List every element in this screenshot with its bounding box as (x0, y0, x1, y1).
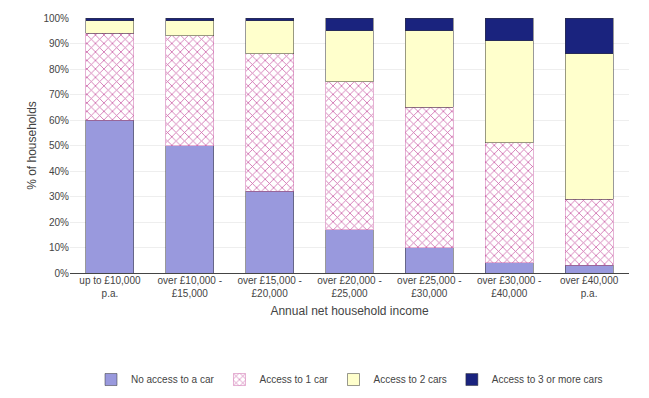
svg-text:over £25,000 -£30,000: over £25,000 -£30,000 (397, 275, 462, 299)
svg-text:% of households: % of households (25, 101, 39, 190)
svg-text:30%: 30% (49, 191, 69, 202)
svg-text:80%: 80% (49, 64, 69, 75)
svg-text:90%: 90% (49, 38, 69, 49)
svg-text:20%: 20% (49, 217, 69, 228)
svg-text:No access to a car: No access to a car (131, 374, 214, 385)
svg-text:Annual net household income: Annual net household income (270, 304, 428, 318)
svg-text:60%: 60% (49, 115, 69, 126)
svg-text:50%: 50% (49, 140, 69, 151)
svg-text:10%: 10% (49, 242, 69, 253)
svg-text:up to £10,000p.a.: up to £10,000p.a. (79, 275, 141, 299)
svg-text:40%: 40% (49, 166, 69, 177)
svg-text:Access to 2 cars: Access to 2 cars (374, 374, 447, 385)
svg-text:Access to 1 car: Access to 1 car (259, 374, 328, 385)
svg-text:Access to 3 or more cars: Access to 3 or more cars (492, 374, 603, 385)
svg-text:0%: 0% (55, 268, 70, 279)
svg-text:100%: 100% (43, 13, 69, 24)
svg-text:70%: 70% (49, 89, 69, 100)
svg-text:over £30,000 -£40,000: over £30,000 -£40,000 (477, 275, 541, 299)
svg-text:over £40,000p.a.: over £40,000p.a. (560, 275, 619, 299)
svg-text:over £20,000 -£25,000: over £20,000 -£25,000 (317, 275, 382, 299)
svg-text:over £15,000 -£20,000: over £15,000 -£20,000 (237, 275, 302, 299)
svg-text:over £10,000 -£15,000: over £10,000 -£15,000 (158, 275, 223, 299)
